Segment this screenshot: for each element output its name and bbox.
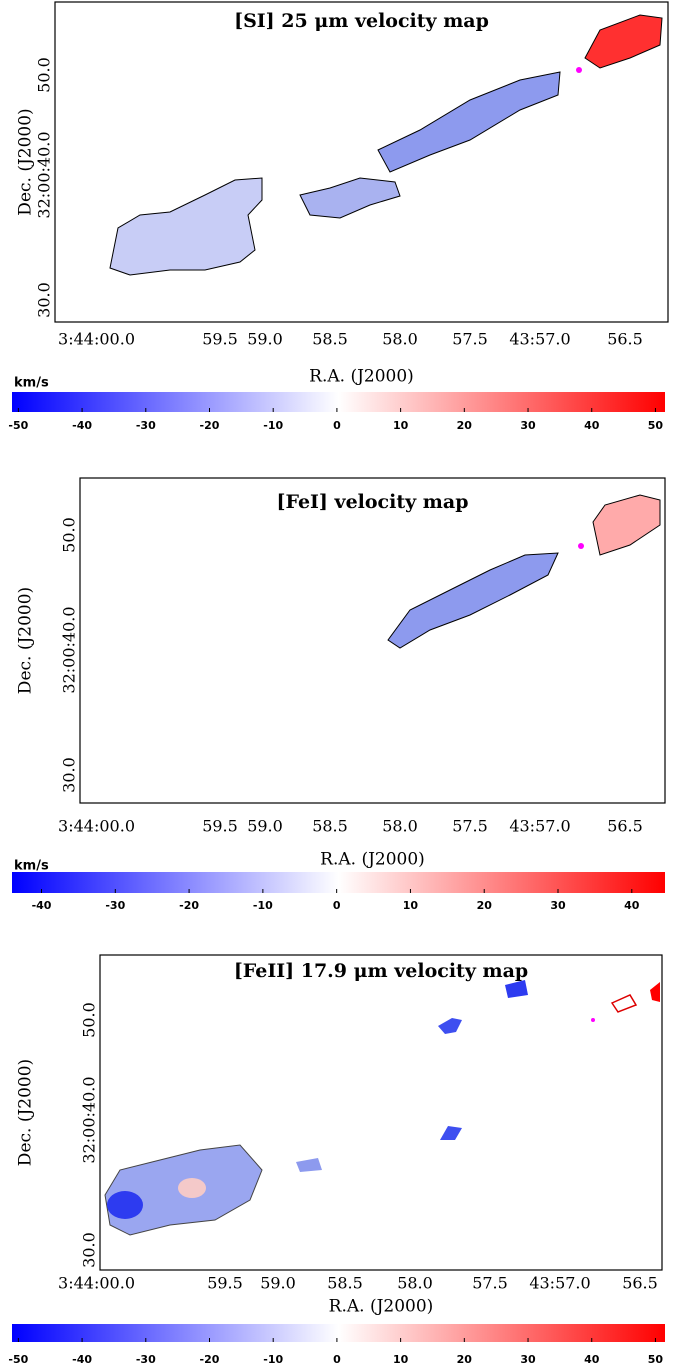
y-tick-label: 30.0 — [60, 757, 79, 793]
colorbar — [12, 872, 665, 893]
colorbar-tick-label: 20 — [457, 419, 473, 432]
colorbar-tick-label: -20 — [179, 899, 199, 912]
x-tick-label: 58.0 — [397, 1274, 433, 1293]
colorbar-unit: km/s — [14, 859, 49, 874]
x-tick-label: 57.5 — [472, 1274, 508, 1293]
colorbar-tick-label: -10 — [263, 1353, 283, 1366]
colorbar — [12, 1324, 665, 1342]
y-tick-label: 30.0 — [80, 1232, 99, 1268]
panel-title: [SI] 25 μm velocity map — [234, 10, 489, 32]
colorbar-tick-label: -10 — [253, 899, 273, 912]
colorbar-tick-label: 20 — [477, 899, 493, 912]
x-tick-label: 58.0 — [382, 330, 418, 349]
colorbar-tick-label: 30 — [550, 899, 566, 912]
x-tick-label: 56.5 — [607, 330, 643, 349]
x-tick-label: 43:57.0 — [509, 330, 570, 349]
y-tick-label: 32:00:40.0 — [35, 131, 54, 218]
x-tick-label: 57.5 — [452, 330, 488, 349]
y-tick-label: 50.0 — [35, 57, 54, 93]
y-tick-label: 32:00:40.0 — [80, 1076, 99, 1163]
colorbar-tick-label: 20 — [457, 1353, 473, 1366]
colorbar-tick-label: 0 — [333, 899, 341, 912]
colorbar-tick-label: 50 — [648, 419, 664, 432]
x-tick-label: 59.0 — [247, 817, 283, 836]
x-tick-label: 43:57.0 — [509, 817, 570, 836]
colorbar-tick-label: 10 — [393, 1353, 409, 1366]
plot-frame — [79, 477, 666, 804]
y-tick-label: 32:00:40.0 — [60, 606, 79, 693]
x-tick-label: 3:44:00.0 — [58, 817, 135, 836]
x-axis-label: R.A. (J2000) — [329, 1297, 434, 1317]
colorbar-tick-label: 40 — [584, 1353, 600, 1366]
colorbar-tick-label: 10 — [393, 419, 409, 432]
colorbar-tick-label: -10 — [263, 419, 283, 432]
panel-title: [FeII] 17.9 μm velocity map — [234, 960, 528, 982]
x-axis-label: R.A. (J2000) — [309, 367, 414, 387]
panel-title: [FeI] velocity map — [277, 491, 469, 513]
colorbar-tick-label: -30 — [136, 419, 156, 432]
colorbar-unit: km/s — [14, 376, 49, 391]
x-tick-label: 3:44:00.0 — [58, 330, 135, 349]
colorbar-tick-label: 40 — [584, 419, 600, 432]
y-axis-label: Dec. (J2000) — [16, 108, 36, 215]
x-tick-label: 57.5 — [452, 817, 488, 836]
y-tick-label: 50.0 — [80, 1002, 99, 1038]
colorbar-tick-label: 50 — [648, 1353, 664, 1366]
y-tick-label: 50.0 — [60, 517, 79, 553]
x-tick-label: 59.0 — [247, 330, 283, 349]
colorbar-tick-label: 30 — [520, 419, 536, 432]
colorbar — [12, 392, 665, 412]
x-axis-label: R.A. (J2000) — [320, 850, 425, 870]
x-tick-label: 3:44:00.0 — [58, 1274, 135, 1293]
map-emission — [387, 494, 661, 649]
x-tick-label: 59.5 — [202, 817, 238, 836]
y-tick-label: 30.0 — [35, 282, 54, 318]
x-tick-label: 56.5 — [607, 817, 643, 836]
colorbar-tick-label: -20 — [200, 419, 220, 432]
colorbar-tick-label: -40 — [72, 1353, 92, 1366]
x-tick-label: 59.5 — [202, 330, 238, 349]
plot-frame — [99, 954, 663, 1271]
colorbar-tick-label: 30 — [520, 1353, 536, 1366]
colorbar-tick-label: 0 — [333, 419, 341, 432]
map-emission — [109, 14, 663, 276]
colorbar-tick-label: -30 — [136, 1353, 156, 1366]
colorbar-tick-label: -40 — [32, 899, 52, 912]
colorbar-tick-label: 10 — [403, 899, 419, 912]
colorbar-tick-label: -50 — [8, 1353, 28, 1366]
x-tick-label: 59.5 — [207, 1274, 243, 1293]
x-tick-label: 58.5 — [312, 817, 348, 836]
x-tick-label: 59.0 — [260, 1274, 296, 1293]
x-tick-label: 56.5 — [622, 1274, 658, 1293]
y-axis-label: Dec. (J2000) — [16, 1059, 36, 1166]
y-axis-label: Dec. (J2000) — [16, 587, 36, 694]
x-tick-label: 58.5 — [312, 330, 348, 349]
x-tick-label: 43:57.0 — [529, 1274, 590, 1293]
colorbar-tick-label: 0 — [333, 1353, 341, 1366]
colorbar-tick-label: -50 — [8, 419, 28, 432]
x-tick-label: 58.5 — [327, 1274, 363, 1293]
colorbar-tick-label: -20 — [200, 1353, 220, 1366]
colorbar-tick-label: 40 — [624, 899, 640, 912]
x-tick-label: 58.0 — [382, 817, 418, 836]
colorbar-tick-label: -40 — [72, 419, 92, 432]
map-emission — [104, 980, 660, 1236]
plot-frame — [54, 1, 669, 323]
colorbar-tick-label: -30 — [105, 899, 125, 912]
